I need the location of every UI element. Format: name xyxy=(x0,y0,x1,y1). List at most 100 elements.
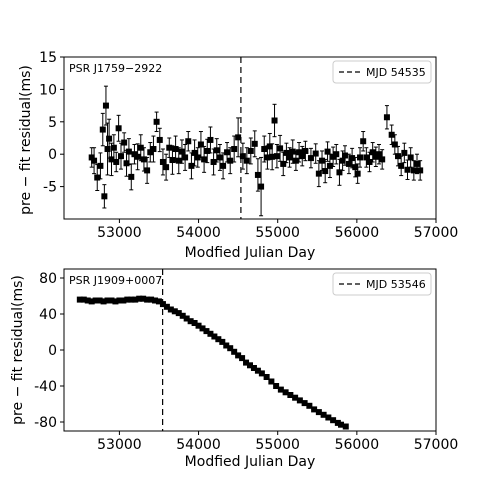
data-point xyxy=(188,162,195,169)
data-point xyxy=(320,411,327,418)
data-point xyxy=(185,138,192,145)
data-point xyxy=(204,147,211,154)
x-ticks: 53000 54000 55000 56000 57000 xyxy=(97,219,458,241)
data-point xyxy=(251,140,258,147)
data-point xyxy=(147,149,154,156)
data-point xyxy=(92,297,99,304)
data-point xyxy=(224,149,231,156)
data-point xyxy=(271,117,278,124)
data-point xyxy=(336,169,343,176)
data-point xyxy=(258,370,265,377)
data-point xyxy=(254,367,261,374)
data-point xyxy=(266,143,273,150)
data-point xyxy=(376,151,383,158)
panel-top: 53000 54000 55000 56000 57000 15 10 5 0 -5 PSR J… xyxy=(18,50,458,261)
y-tick-label: 0 xyxy=(48,147,57,163)
data-point xyxy=(175,310,182,317)
data-point xyxy=(299,153,306,160)
data-point xyxy=(286,154,293,161)
y-tick-label: 0 xyxy=(48,343,57,359)
data-point xyxy=(121,139,128,146)
data-point xyxy=(235,134,242,141)
data-point xyxy=(144,296,151,303)
data-point xyxy=(91,157,98,164)
data-point xyxy=(144,167,151,174)
legend-label: MJD 54535 xyxy=(366,66,426,79)
data-point xyxy=(277,145,284,152)
data-point xyxy=(102,102,109,109)
data-point xyxy=(395,153,402,160)
data-point xyxy=(322,168,329,175)
data-point xyxy=(247,147,254,154)
data-point xyxy=(148,296,155,303)
data-point xyxy=(330,153,337,160)
data-point xyxy=(227,345,234,352)
data-point xyxy=(263,374,270,380)
data-point xyxy=(116,297,123,304)
data-point xyxy=(231,146,238,153)
data-point xyxy=(311,406,318,413)
y-ticks: 15 10 5 0 -5 xyxy=(39,50,64,196)
data-point xyxy=(330,417,337,424)
data-point xyxy=(388,131,395,138)
data-point xyxy=(357,154,364,161)
data-point xyxy=(312,150,319,157)
data-point xyxy=(88,298,95,305)
legend-box xyxy=(332,272,432,296)
x-tick-label: 56000 xyxy=(335,225,380,241)
data-point xyxy=(306,402,313,409)
data-point xyxy=(247,362,253,369)
data-point xyxy=(301,400,308,407)
data-point xyxy=(88,154,95,161)
data-point xyxy=(407,154,414,161)
data-point xyxy=(342,423,349,430)
data-point xyxy=(235,352,242,359)
data-point xyxy=(334,419,341,426)
x-tick-label: 56000 xyxy=(335,437,380,453)
data-point xyxy=(280,160,287,167)
data-point xyxy=(227,157,234,164)
data-point xyxy=(163,303,170,310)
x-tick-label: 54000 xyxy=(176,225,221,241)
data-point xyxy=(360,138,367,145)
data-point xyxy=(182,154,189,161)
data-point xyxy=(94,174,101,181)
data-point xyxy=(167,306,174,313)
data-point xyxy=(97,162,104,169)
data-point xyxy=(325,414,332,421)
data-point xyxy=(296,149,303,156)
data-point xyxy=(319,157,326,164)
legend: MJD 53546 xyxy=(332,272,432,296)
data-point xyxy=(84,297,91,304)
data-point xyxy=(324,148,331,155)
y-tick-label: -5 xyxy=(43,180,57,196)
data-point xyxy=(156,136,163,143)
data-point xyxy=(194,154,201,161)
y-tick-label: -80 xyxy=(34,415,57,431)
data-point xyxy=(404,166,411,173)
data-point xyxy=(277,386,284,393)
y-axis-label: pre − fit residual(ms) xyxy=(18,65,34,215)
data-point xyxy=(110,144,117,151)
x-tick-label: 55000 xyxy=(255,437,300,453)
x-tick-label: 53000 xyxy=(97,437,142,453)
data-point xyxy=(258,183,265,190)
data-point xyxy=(333,151,340,158)
data-point xyxy=(379,156,386,163)
data-point xyxy=(410,167,417,174)
data-point xyxy=(100,298,107,305)
legend-box xyxy=(332,60,432,84)
data-point xyxy=(187,318,194,325)
data-point xyxy=(207,330,214,337)
data-point xyxy=(292,394,299,401)
data-point xyxy=(398,162,405,169)
data-point xyxy=(123,160,130,167)
data-point xyxy=(108,297,115,304)
y-tick-label: 80 xyxy=(39,271,57,287)
data-point xyxy=(352,164,359,171)
data-point xyxy=(108,156,115,163)
data-point xyxy=(120,297,127,304)
data-point xyxy=(283,149,290,156)
data-point xyxy=(178,148,185,155)
